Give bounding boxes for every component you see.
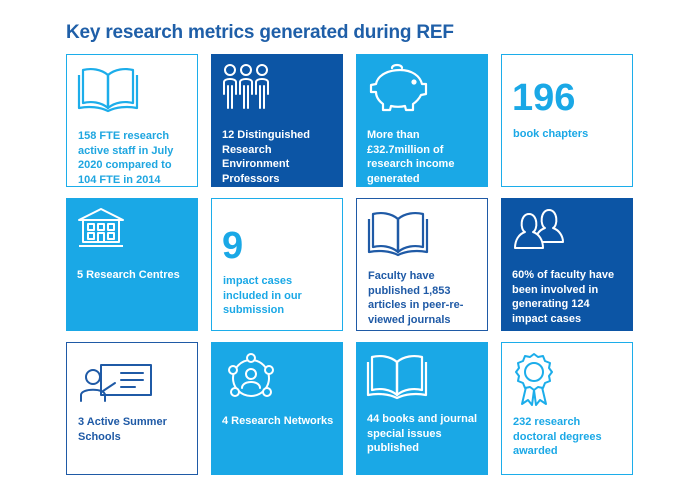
page-title: Key research metrics generated during RE… [66,22,454,43]
metric-label: 60% of faculty have been involved in gen… [512,269,615,325]
presentation-board-icon [77,351,155,403]
metric-label: 3 Active Summer Schools [78,416,167,443]
open-book-icon [77,63,139,113]
metric-label: More than £32.7million of research incom… [367,129,455,185]
piggy-bank-icon [366,62,430,114]
metric-label: 4 Research Networks [222,415,334,427]
metric-tile-book-chapters: 196 book chapters [501,54,633,187]
metric-label: 5 Research Centres [77,269,180,281]
metric-label: 232 research doctoral degrees awarded [513,416,602,458]
metric-tile-summer-schools: 3 Active Summer Schools [66,342,198,475]
metric-tile-research-staff: 158 FTE research active staff in July 20… [66,54,198,187]
award-rosette-icon [512,351,556,407]
network-icon [221,350,281,404]
metric-number: 196 [512,77,576,119]
open-book-icon [366,350,428,400]
open-book-icon [367,207,429,257]
metric-tile-doctoral-degrees: 232 research doctoral degrees awarded [501,342,633,475]
metric-label: Faculty have published 1,853 articles in… [368,270,464,326]
metric-tile-research-centres: 5 Research Centres [66,198,198,331]
metric-tile-faculty-impact: 60% of faculty have been involved in gen… [501,198,633,331]
metric-label: book chapters [513,128,589,140]
two-people-icon [511,206,567,252]
metric-tile-impact-cases: 9 impact cases included in our submissio… [211,198,343,331]
metric-label: 44 books and journal special issues publ… [367,413,478,455]
metric-tile-books-published: 44 books and journal special issues publ… [356,342,488,475]
metric-tile-income: More than £32.7million of research incom… [356,54,488,187]
metric-number: 9 [222,225,244,267]
metric-label: 12 Distinguished Research Environment Pr… [222,129,311,185]
metric-tile-research-networks: 4 Research Networks [211,342,343,475]
metric-label: impact cases included in our submission [223,275,302,317]
metric-tile-professors: 12 Distinguished Research Environment Pr… [211,54,343,187]
metric-label: 158 FTE research active staff in July 20… [78,130,174,186]
metric-tile-articles: Faculty have published 1,853 articles in… [356,198,488,331]
building-icon [76,206,126,250]
people-group-icon [221,62,271,112]
